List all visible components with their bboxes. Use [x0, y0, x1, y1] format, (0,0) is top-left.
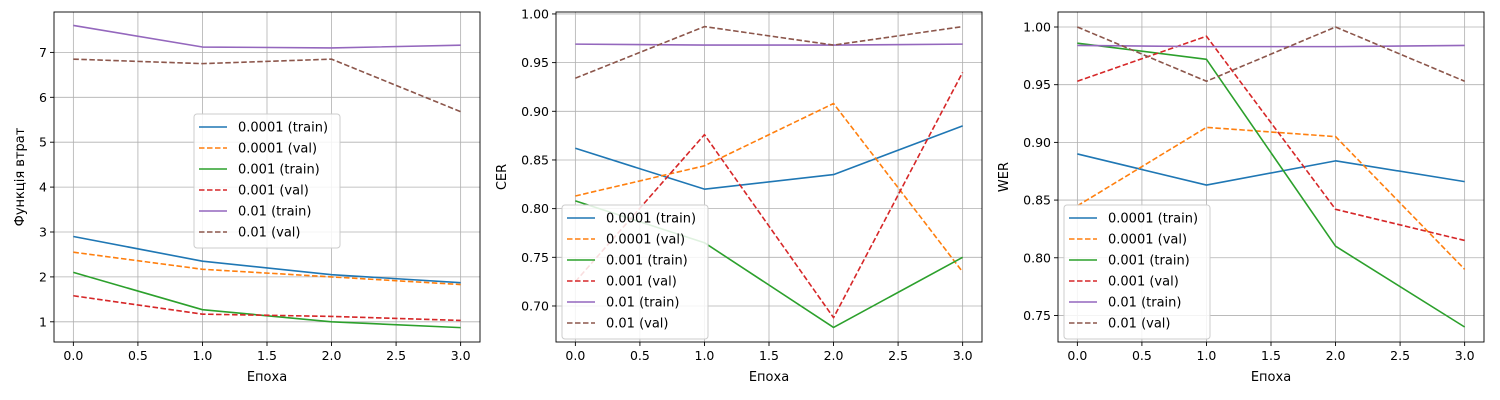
x-tick-label: 2.5 — [888, 348, 908, 363]
x-tick-label: 2.5 — [386, 348, 406, 363]
x-tick-label: 2.0 — [1326, 348, 1346, 363]
x-axis-label: Епоха — [1251, 370, 1291, 385]
x-tick-label: 0.0 — [63, 348, 83, 363]
legend-label-4: 0.001 (val) — [1108, 275, 1179, 290]
legend-box — [1063, 204, 1211, 340]
legend-label-3: 0.001 (train) — [606, 254, 688, 269]
series-line-6 — [73, 58, 461, 113]
x-tick-label: 1.0 — [695, 348, 715, 363]
x-tick-label: 0.5 — [630, 348, 650, 363]
x-axis-label: Епоха — [749, 370, 789, 385]
y-tick-label: 5 — [39, 135, 47, 150]
x-tick-label: 1.5 — [257, 348, 277, 363]
series-line-2 — [73, 251, 461, 286]
x-tick-label: 1.0 — [1197, 348, 1217, 363]
legend-label-2: 0.0001 (val) — [606, 233, 685, 248]
legend-label-1: 0.0001 (train) — [238, 121, 328, 136]
series-line-1 — [1077, 153, 1465, 186]
legend-box — [193, 113, 341, 249]
series-line-5 — [575, 43, 963, 46]
y-tick-label: 0.80 — [1023, 250, 1051, 265]
y-tick-label: 0.95 — [521, 55, 549, 70]
y-tick-label: 4 — [39, 180, 47, 195]
legend-label-5: 0.01 (train) — [606, 296, 679, 311]
legend: 0.0001 (train) 0.0001 (val) 0.001 (train) 0… — [1063, 204, 1211, 340]
legend-label-5: 0.01 (train) — [1108, 296, 1181, 311]
series-line-4 — [73, 294, 461, 322]
y-tick-label: 0.90 — [1023, 135, 1051, 150]
y-tick-label: 1 — [39, 314, 47, 329]
series-line-3 — [1077, 42, 1466, 328]
chart-panel-3: 0.0 0.5 1.0 1.5 2.0 2.5 3.0 0.75 0.80 0.85 0.90 0.9… — [997, 11, 1485, 385]
x-tick-label: 0.5 — [1132, 348, 1152, 363]
chart-panel-2: 0.0 0.5 1.0 1.5 2.0 2.5 3.0 0.70 0.75 0.80 0.85 0.9… — [495, 6, 983, 385]
legend: 0.0001 (train) 0.0001 (val) 0.001 (train) 0… — [193, 113, 341, 249]
legend-label-3: 0.001 (train) — [238, 163, 320, 178]
x-tick-label: 3.0 — [451, 348, 471, 363]
series-line-5 — [1077, 44, 1465, 48]
series-line-1 — [73, 235, 461, 284]
series-lines — [1076, 26, 1466, 328]
x-tick-label: 0.0 — [565, 348, 585, 363]
y-tick-label: 0.85 — [1023, 193, 1051, 208]
x-tick-label: 2.0 — [322, 348, 342, 363]
y-tick-label: 6 — [39, 90, 47, 105]
legend-label-5: 0.01 (train) — [238, 205, 311, 220]
y-tick-label: 0.80 — [521, 201, 549, 216]
legend-label-3: 0.001 (train) — [1108, 254, 1190, 269]
x-tick-label: 0.0 — [1067, 348, 1087, 363]
x-axis-label: Епоха — [247, 370, 287, 385]
y-tick-label: 1.00 — [1023, 20, 1051, 35]
y-tick-label: 0.85 — [521, 152, 549, 167]
y-tick-label: 0.75 — [1023, 308, 1051, 323]
y-tick-label: 0.70 — [521, 298, 549, 313]
y-axis-label: WER — [997, 162, 1012, 192]
legend-label-2: 0.0001 (val) — [238, 142, 317, 157]
y-tick-label: 1.00 — [521, 6, 549, 21]
x-tick-label: 2.5 — [1390, 348, 1410, 363]
legend-label-4: 0.001 (val) — [238, 184, 309, 199]
series-line-4 — [1077, 35, 1465, 242]
x-tick-label: 0.5 — [128, 348, 148, 363]
series-lines — [73, 24, 461, 329]
x-tick-label: 3.0 — [953, 348, 973, 363]
series-line-6 — [1077, 26, 1465, 83]
y-tick-label: 7 — [39, 45, 47, 60]
legend-label-6: 0.01 (val) — [238, 226, 301, 241]
y-tick-label: 0.90 — [521, 104, 549, 119]
series-line-1 — [575, 125, 963, 190]
legend-label-6: 0.01 (val) — [606, 317, 669, 332]
legend: 0.0001 (train) 0.0001 (val) 0.001 (train) 0… — [561, 204, 709, 340]
legend-label-6: 0.01 (val) — [1108, 317, 1171, 332]
x-tick-label: 1.0 — [193, 348, 213, 363]
x-tick-label: 1.5 — [759, 348, 779, 363]
series-line-2 — [1076, 126, 1466, 270]
y-tick-label: 0.75 — [521, 250, 549, 265]
y-axis-label: Функція втрат — [13, 127, 28, 226]
series-line-6 — [575, 25, 963, 79]
y-tick-label: 3 — [39, 225, 47, 240]
legend-label-1: 0.0001 (train) — [1108, 212, 1198, 227]
y-tick-label: 0.95 — [1023, 77, 1051, 92]
legend-label-2: 0.0001 (val) — [1108, 233, 1187, 248]
y-tick-label: 2 — [39, 269, 47, 284]
x-tick-label: 3.0 — [1455, 348, 1475, 363]
series-line-5 — [73, 24, 461, 49]
chart-panel-1: 0.0 0.5 1.0 1.5 2.0 2.5 3.0 1 2 3 4 5 6 7 Епоха Функція… — [13, 11, 481, 385]
y-axis-label: CER — [495, 164, 510, 190]
x-tick-label: 2.0 — [824, 348, 844, 363]
legend-box — [561, 204, 709, 340]
x-tick-label: 1.5 — [1261, 348, 1281, 363]
series-line-2 — [575, 102, 964, 273]
legend-label-1: 0.0001 (train) — [606, 212, 696, 227]
legend-label-4: 0.001 (val) — [606, 275, 677, 290]
